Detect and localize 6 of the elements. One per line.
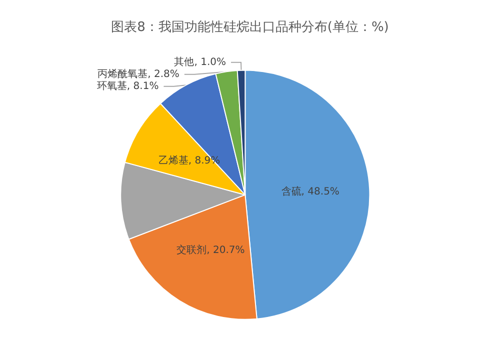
slice-label: 环氧基, 8.1% xyxy=(96,80,159,92)
slice-label: 丙烯酰氧基, 2.8% xyxy=(98,68,180,80)
chart-title: 图表8：我国功能性硅烷出口品种分布(单位：%) xyxy=(111,20,389,35)
slice-label: 其他, 1.0% xyxy=(174,56,226,68)
slice-label: 含硫, 48.5% xyxy=(281,185,340,198)
slice-label: 交联剂, 20.7% xyxy=(176,244,245,256)
